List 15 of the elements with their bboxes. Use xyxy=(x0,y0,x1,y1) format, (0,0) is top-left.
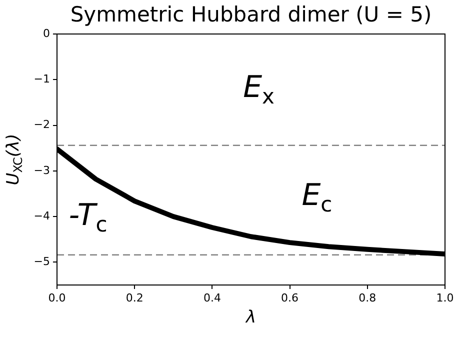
x-tick-label: 0.4 xyxy=(203,291,221,304)
y-tick-label: −2 xyxy=(34,118,50,132)
x-tick-label: 0.2 xyxy=(126,291,144,304)
y-axis-title: UXC(λ) xyxy=(3,134,26,186)
x-tick-label: 1.0 xyxy=(436,291,454,304)
y-tick-label: −4 xyxy=(34,209,50,222)
y-tick-label: −5 xyxy=(34,255,50,268)
chart-title: Symmetric Hubbard dimer (U = 5) xyxy=(70,2,432,26)
y-tick-label: −1 xyxy=(34,72,50,86)
y-tick-label: 0 xyxy=(43,26,50,40)
x-tick-label: 0.8 xyxy=(358,291,376,304)
x-axis-title: λ xyxy=(244,307,256,328)
x-tick-label: 0.6 xyxy=(281,291,299,304)
y-tick-label: −3 xyxy=(34,164,50,177)
x-tick-label: 0.0 xyxy=(48,291,66,304)
